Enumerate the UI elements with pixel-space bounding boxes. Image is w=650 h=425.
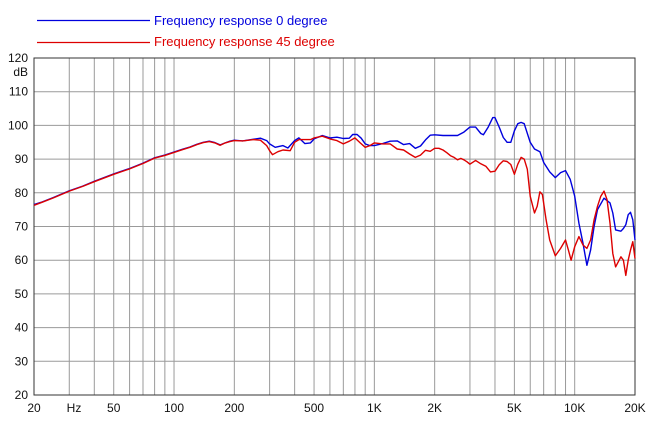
x-axis-tick-labels: 20 50 100 200 500 1K 2K 5K 10K 20K — [27, 401, 645, 415]
x-tick-label-5K: 5K — [507, 401, 522, 415]
y-tick-label-40: 40 — [15, 321, 29, 335]
legend-label-45-degree: Frequency response 45 degree — [154, 34, 335, 49]
x-tick-label-20: 20 — [27, 401, 41, 415]
y-tick-label-50: 50 — [15, 287, 29, 301]
y-axis-tick-labels: 20 30 40 50 60 70 80 90 100 110 120 — [8, 51, 28, 402]
y-tick-label-110: 110 — [9, 85, 28, 99]
y-tick-label-70: 70 — [15, 220, 29, 234]
y-tick-label-30: 30 — [15, 354, 29, 368]
y-tick-label-80: 80 — [15, 186, 29, 200]
y-tick-label-100: 100 — [8, 118, 28, 132]
y-tick-label-120: 120 — [8, 51, 28, 65]
x-tick-label-100: 100 — [164, 401, 184, 415]
x-tick-label-200: 200 — [224, 401, 244, 415]
series-line-45-degree — [33, 135, 636, 277]
y-tick-label-60: 60 — [15, 253, 29, 267]
y-axis-label: dB — [13, 65, 28, 79]
x-tick-label-500: 500 — [304, 401, 324, 415]
grid — [34, 57, 635, 396]
x-tick-label-20K: 20K — [624, 401, 645, 415]
y-tick-label-90: 90 — [15, 152, 29, 166]
legend: Frequency response 0 degree Frequency re… — [37, 13, 335, 49]
x-tick-label-1K: 1K — [367, 401, 382, 415]
x-tick-label-10K: 10K — [564, 401, 585, 415]
x-axis-unit-label: Hz — [67, 401, 82, 415]
x-tick-label-2K: 2K — [427, 401, 442, 415]
x-tick-label-50: 50 — [107, 401, 121, 415]
series-lines — [33, 116, 636, 277]
plot-frame — [33, 57, 636, 396]
y-tick-label-20: 20 — [15, 388, 29, 402]
legend-label-0-degree: Frequency response 0 degree — [154, 13, 327, 28]
